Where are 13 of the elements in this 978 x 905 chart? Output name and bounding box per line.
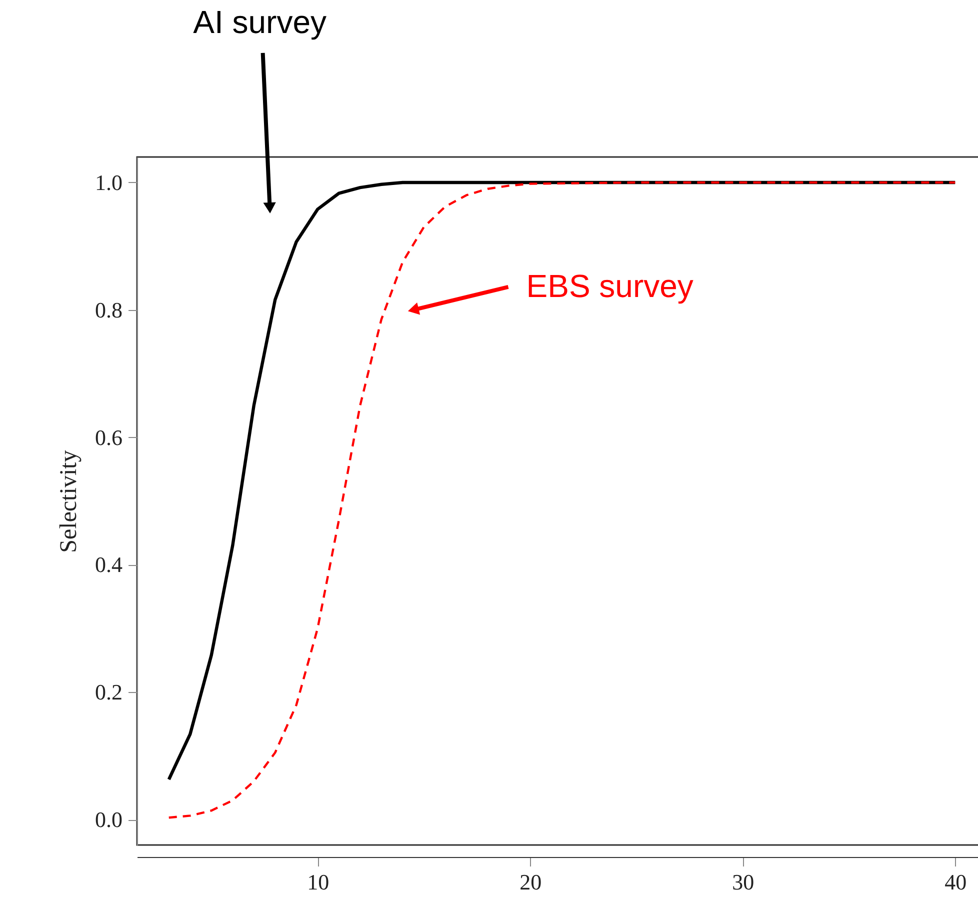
y-tick-label: 0.4	[95, 552, 122, 578]
y-tick-label: 0.8	[95, 297, 122, 322]
annotation: EBS survey	[526, 268, 694, 304]
x-tick-label: 40	[944, 870, 967, 894]
y-tick-label: 0.0	[95, 807, 122, 832]
y-tick-label: 1.0	[95, 170, 122, 195]
x-tick-label: 30	[732, 870, 754, 894]
x-tick-label: 10	[307, 870, 330, 894]
annotation: AI survey	[193, 4, 326, 40]
y-tick-label: 0.2	[95, 680, 122, 705]
y-tick-label: 0.6	[95, 424, 122, 450]
y-axis-title: Selectivity	[56, 450, 82, 553]
x-tick-label: 20	[520, 870, 542, 894]
